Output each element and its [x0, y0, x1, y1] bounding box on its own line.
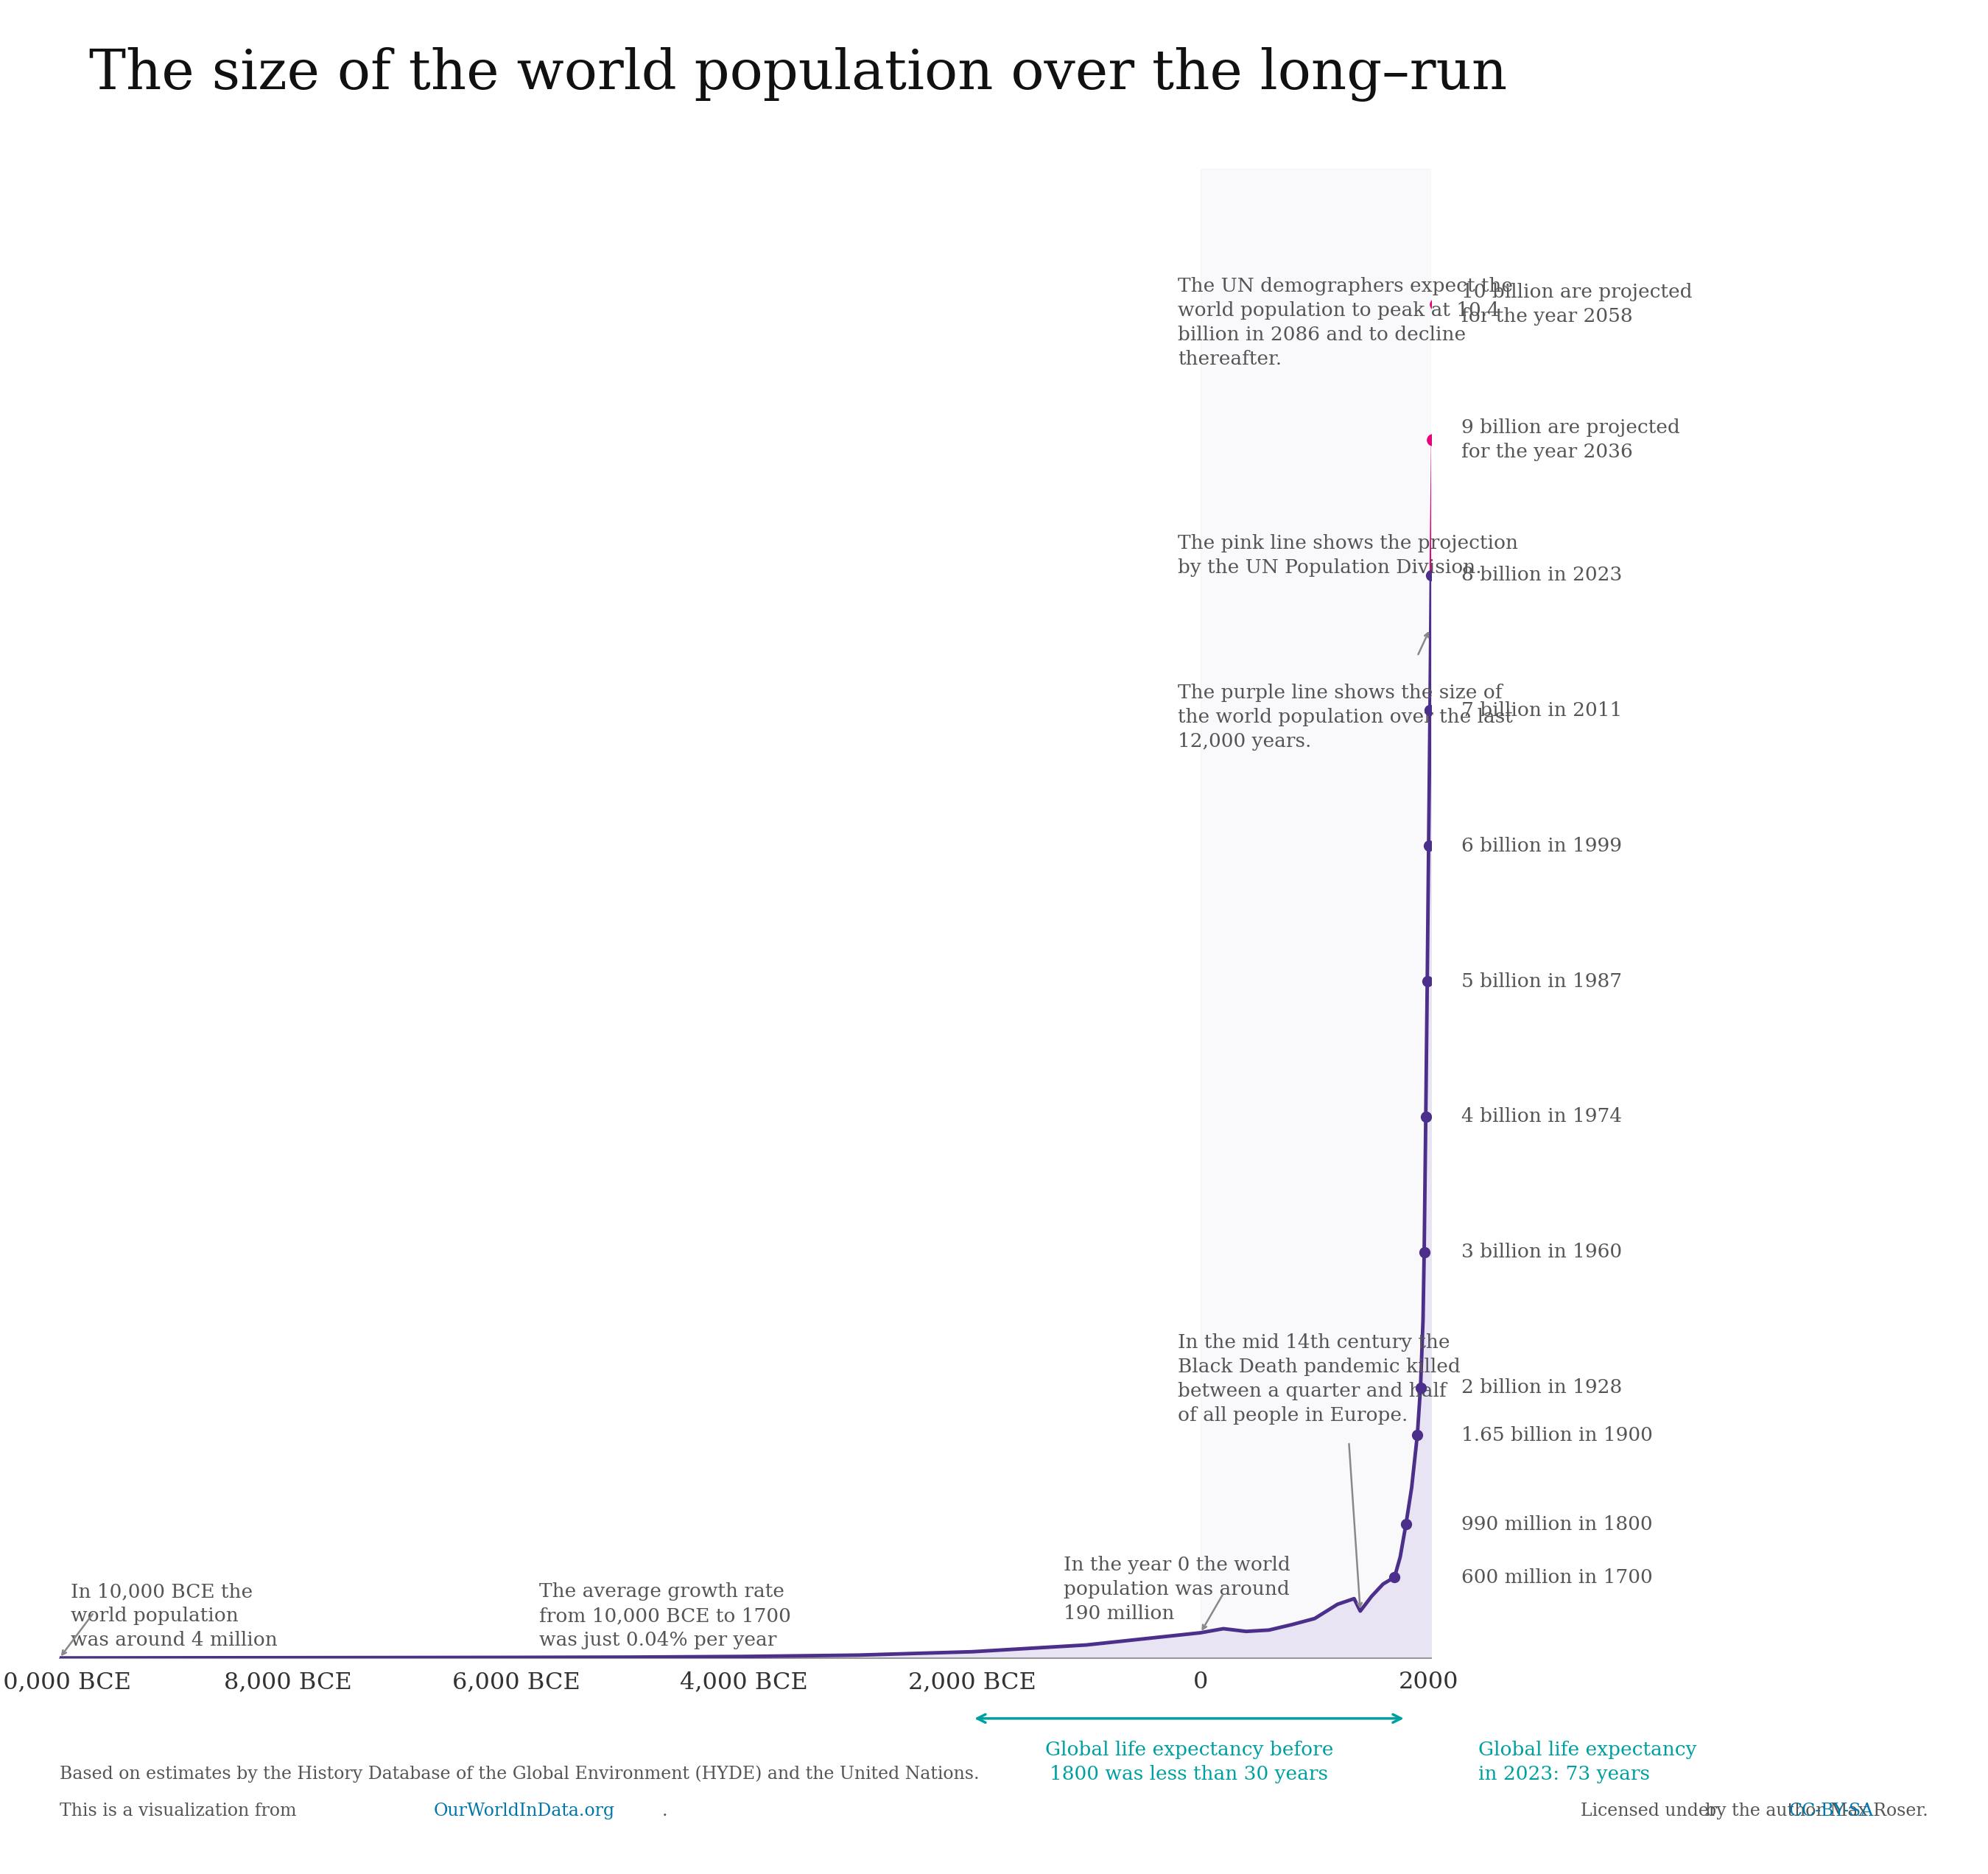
Text: Global life expectancy
in 2023: 73 years: Global life expectancy in 2023: 73 years — [1479, 1741, 1698, 1784]
Text: In the year 0 the world
population was around
190 million: In the year 0 the world population was a… — [1064, 1555, 1290, 1623]
Text: The size of the world population over the long–run: The size of the world population over th… — [89, 47, 1507, 101]
Text: 4 billion in 1974: 4 billion in 1974 — [1461, 1108, 1622, 1126]
Text: This is a visualization from: This is a visualization from — [60, 1803, 302, 1820]
Text: 9 billion are projected
for the year 2036: 9 billion are projected for the year 203… — [1461, 418, 1680, 461]
Text: Licensed under: Licensed under — [1580, 1803, 1722, 1820]
Text: 990 million in 1800: 990 million in 1800 — [1461, 1516, 1652, 1533]
Text: CC-BY-SA: CC-BY-SA — [1789, 1803, 1875, 1820]
Text: .: . — [662, 1803, 668, 1820]
Text: 6 billion in 1999: 6 billion in 1999 — [1461, 836, 1622, 855]
Text: 1.65 billion in 1900: 1.65 billion in 1900 — [1461, 1426, 1652, 1445]
Text: The average growth rate
from 10,000 BCE to 1700
was just 0.04% per year: The average growth rate from 10,000 BCE … — [539, 1584, 791, 1649]
Text: 600 million in 1700: 600 million in 1700 — [1461, 1569, 1652, 1587]
Text: Our World
in Data: Our World in Data — [109, 28, 185, 58]
Text: by the author Max Roser.: by the author Max Roser. — [1706, 1803, 1928, 1820]
Text: In 10,000 BCE the
world population
was around 4 million: In 10,000 BCE the world population was a… — [72, 1584, 278, 1649]
Text: 5 billion in 1987: 5 billion in 1987 — [1461, 973, 1622, 991]
Text: OurWorldInData.org: OurWorldInData.org — [433, 1803, 614, 1820]
Text: In the mid 14th century the
Black Death pandemic killed
between a quarter and ha: In the mid 14th century the Black Death … — [1177, 1334, 1461, 1424]
Text: 7 billion in 2011: 7 billion in 2011 — [1461, 701, 1622, 720]
Text: Global life expectancy before
1800 was less than 30 years: Global life expectancy before 1800 was l… — [1046, 1741, 1334, 1784]
Text: 2 billion in 1928: 2 billion in 1928 — [1461, 1379, 1622, 1396]
Bar — [1201, 169, 1431, 1658]
Text: The purple line shows the size of
the world population over the last
12,000 year: The purple line shows the size of the wo… — [1177, 684, 1513, 750]
Text: 3 billion in 1960: 3 billion in 1960 — [1461, 1242, 1622, 1261]
Text: 10 billion are projected
for the year 2058: 10 billion are projected for the year 20… — [1461, 283, 1692, 326]
Text: Based on estimates by the History Database of the Global Environment (HYDE) and : Based on estimates by the History Databa… — [60, 1765, 980, 1782]
Text: 8 billion in 2023: 8 billion in 2023 — [1461, 566, 1622, 585]
Text: The pink line shows the projection
by the UN Population Division.: The pink line shows the projection by th… — [1177, 534, 1519, 577]
Text: The UN demographers expect the
world population to peak at 10.4
billion in 2086 : The UN demographers expect the world pop… — [1177, 277, 1513, 369]
